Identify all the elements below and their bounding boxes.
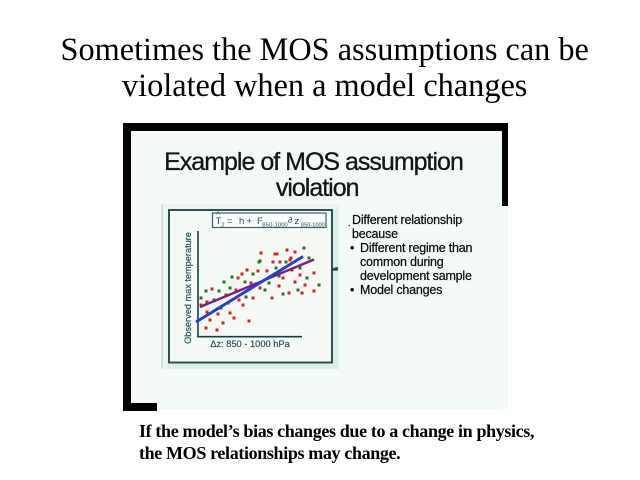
svg-text:∂: ∂: [288, 215, 292, 225]
svg-text:Observed max temperature: Observed max temperature: [183, 232, 193, 344]
svg-text:^: ^: [216, 211, 220, 220]
svg-text:z: z: [295, 216, 300, 227]
svg-text:h: h: [239, 216, 244, 227]
svg-text:=: =: [227, 216, 233, 227]
svg-text:Δz: 850 - 1000 hPa: Δz: 850 - 1000 hPa: [210, 339, 290, 349]
svg-text:850-1000: 850-1000: [301, 222, 326, 228]
svg-text:+: +: [247, 216, 253, 227]
svg-text:850-1000: 850-1000: [262, 222, 288, 228]
svg-text:2: 2: [221, 222, 224, 228]
svg-text:F: F: [257, 216, 263, 227]
svg-text:T: T: [216, 216, 222, 227]
